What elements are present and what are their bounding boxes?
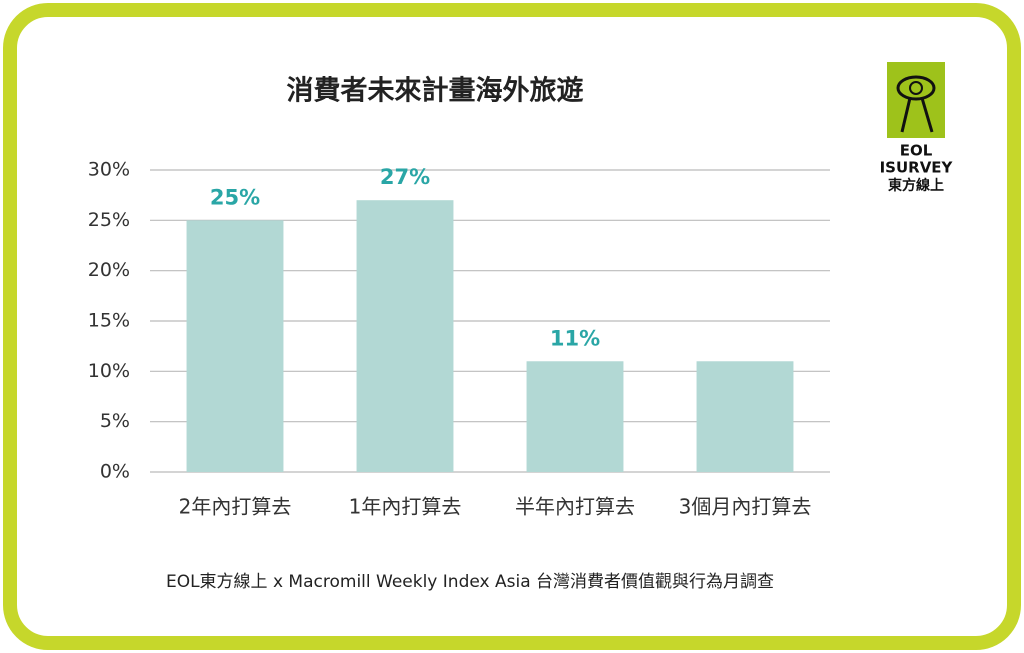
y-tick-label: 0%	[100, 461, 130, 483]
y-tick-label: 10%	[88, 360, 130, 382]
logo-text: ISURVEY	[880, 159, 954, 177]
frame	[3, 3, 1021, 650]
bar	[526, 361, 624, 472]
y-tick-label: 15%	[88, 310, 130, 332]
logo-text: 東方線上	[888, 177, 944, 194]
logo-leg	[920, 97, 934, 133]
bar	[696, 361, 794, 472]
logo-pupil	[909, 81, 923, 95]
x-tick-label: 3個月內打算去	[679, 495, 812, 519]
value-label: 11%	[550, 326, 600, 350]
logo-eye	[896, 75, 936, 101]
source: EOL東方線上 x Macromill Weekly Index Asia 台灣…	[166, 572, 774, 592]
bar	[186, 220, 284, 472]
value-label: 27%	[380, 165, 430, 189]
y-tick-label: 30%	[88, 159, 130, 181]
y-tick-label: 5%	[100, 410, 130, 432]
value-label: 25%	[210, 185, 260, 209]
logo-leg	[900, 97, 912, 133]
x-tick-label: 1年內打算去	[349, 495, 462, 519]
y-tick-label: 25%	[88, 209, 130, 231]
chart-title: 消費者未來計畫海外旅遊	[287, 75, 584, 107]
x-tick-label: 2年內打算去	[179, 495, 292, 519]
x-tick-label: 半年內打算去	[515, 495, 635, 519]
bar	[356, 200, 454, 472]
logo-text: EOL	[900, 142, 933, 160]
y-tick-label: 20%	[88, 259, 130, 281]
logo: EOL ISURVEY 東方線上	[880, 62, 954, 194]
